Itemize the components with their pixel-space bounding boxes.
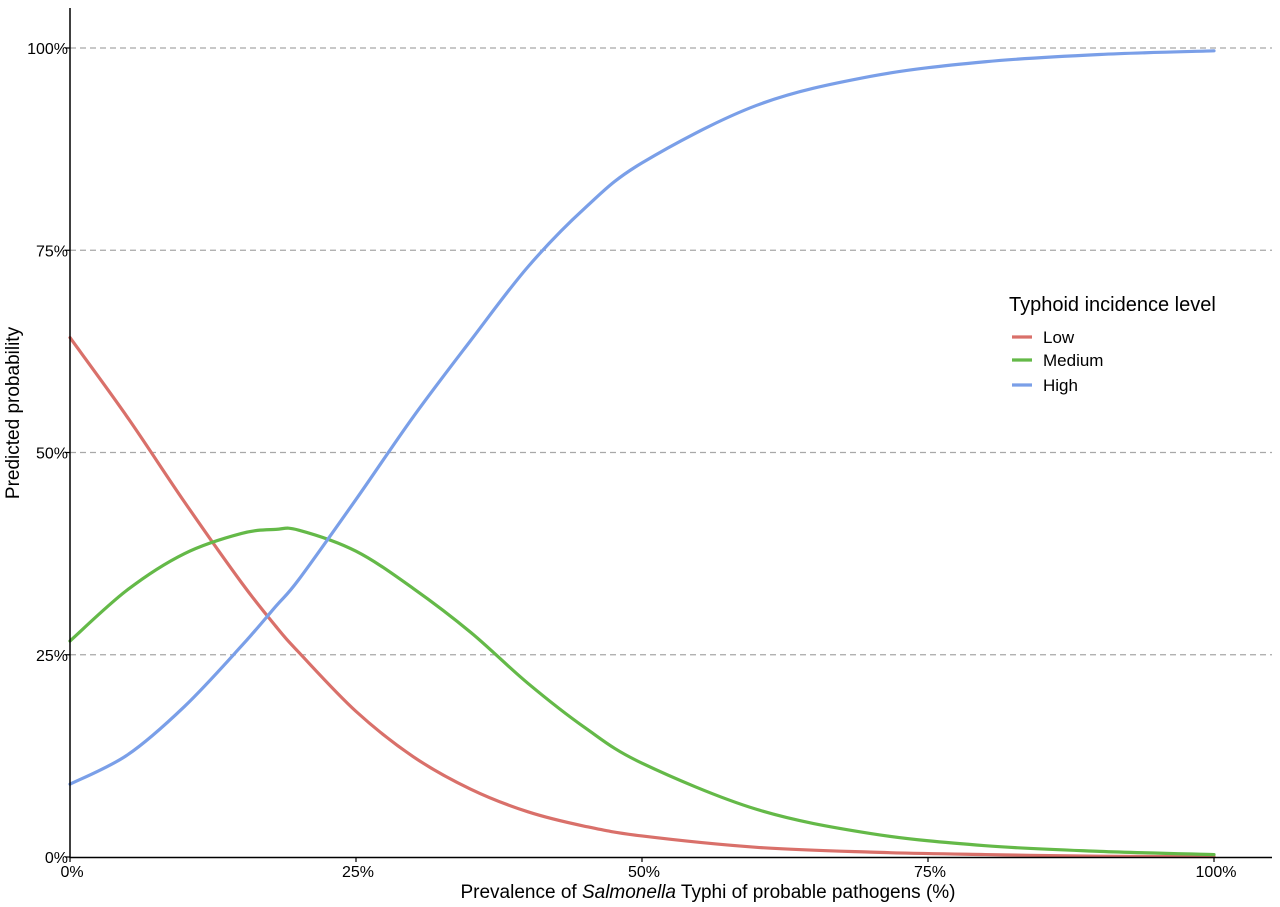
- legend: Typhoid incidence level Low Medium High: [1009, 294, 1216, 395]
- gridlines: [70, 47, 1272, 656]
- y-tick-label: 25%: [36, 648, 68, 665]
- x-axis-title-species: Salmonella: [582, 882, 676, 903]
- series-line-low: [68, 336, 1216, 859]
- x-axis-ticks: 0% 25% 50% 75% 100%: [60, 857, 1236, 881]
- series-line-high: [68, 49, 1216, 786]
- y-tick-label: 100%: [27, 41, 68, 58]
- legend-items: Low Medium High: [1012, 328, 1103, 395]
- x-axis-title-part-1: Prevalence of: [460, 882, 581, 903]
- x-axis-title-part-3: Typhi of probable pathogens (%): [676, 882, 956, 903]
- legend-label-medium: Medium: [1043, 351, 1103, 370]
- legend-title: Typhoid incidence level: [1009, 294, 1216, 316]
- x-tick-label: 100%: [1196, 864, 1237, 881]
- x-tick-label: 75%: [914, 864, 946, 881]
- y-tick-label: 0%: [45, 850, 68, 867]
- legend-label-high: High: [1043, 376, 1078, 395]
- y-axis-title: Predicted probability: [3, 326, 24, 499]
- series-line-medium: [68, 526, 1216, 857]
- y-axis-ticks: 0% 25% 50% 75% 100%: [27, 41, 70, 867]
- x-axis-title: Prevalence of Salmonella Typhi of probab…: [460, 882, 955, 903]
- series-lines: [68, 49, 1216, 859]
- legend-label-low: Low: [1043, 328, 1075, 347]
- x-tick-label: 50%: [628, 864, 660, 881]
- y-tick-label: 50%: [36, 446, 68, 463]
- x-tick-label: 0%: [60, 864, 83, 881]
- x-tick-label: 25%: [342, 864, 374, 881]
- y-tick-label: 75%: [36, 243, 68, 260]
